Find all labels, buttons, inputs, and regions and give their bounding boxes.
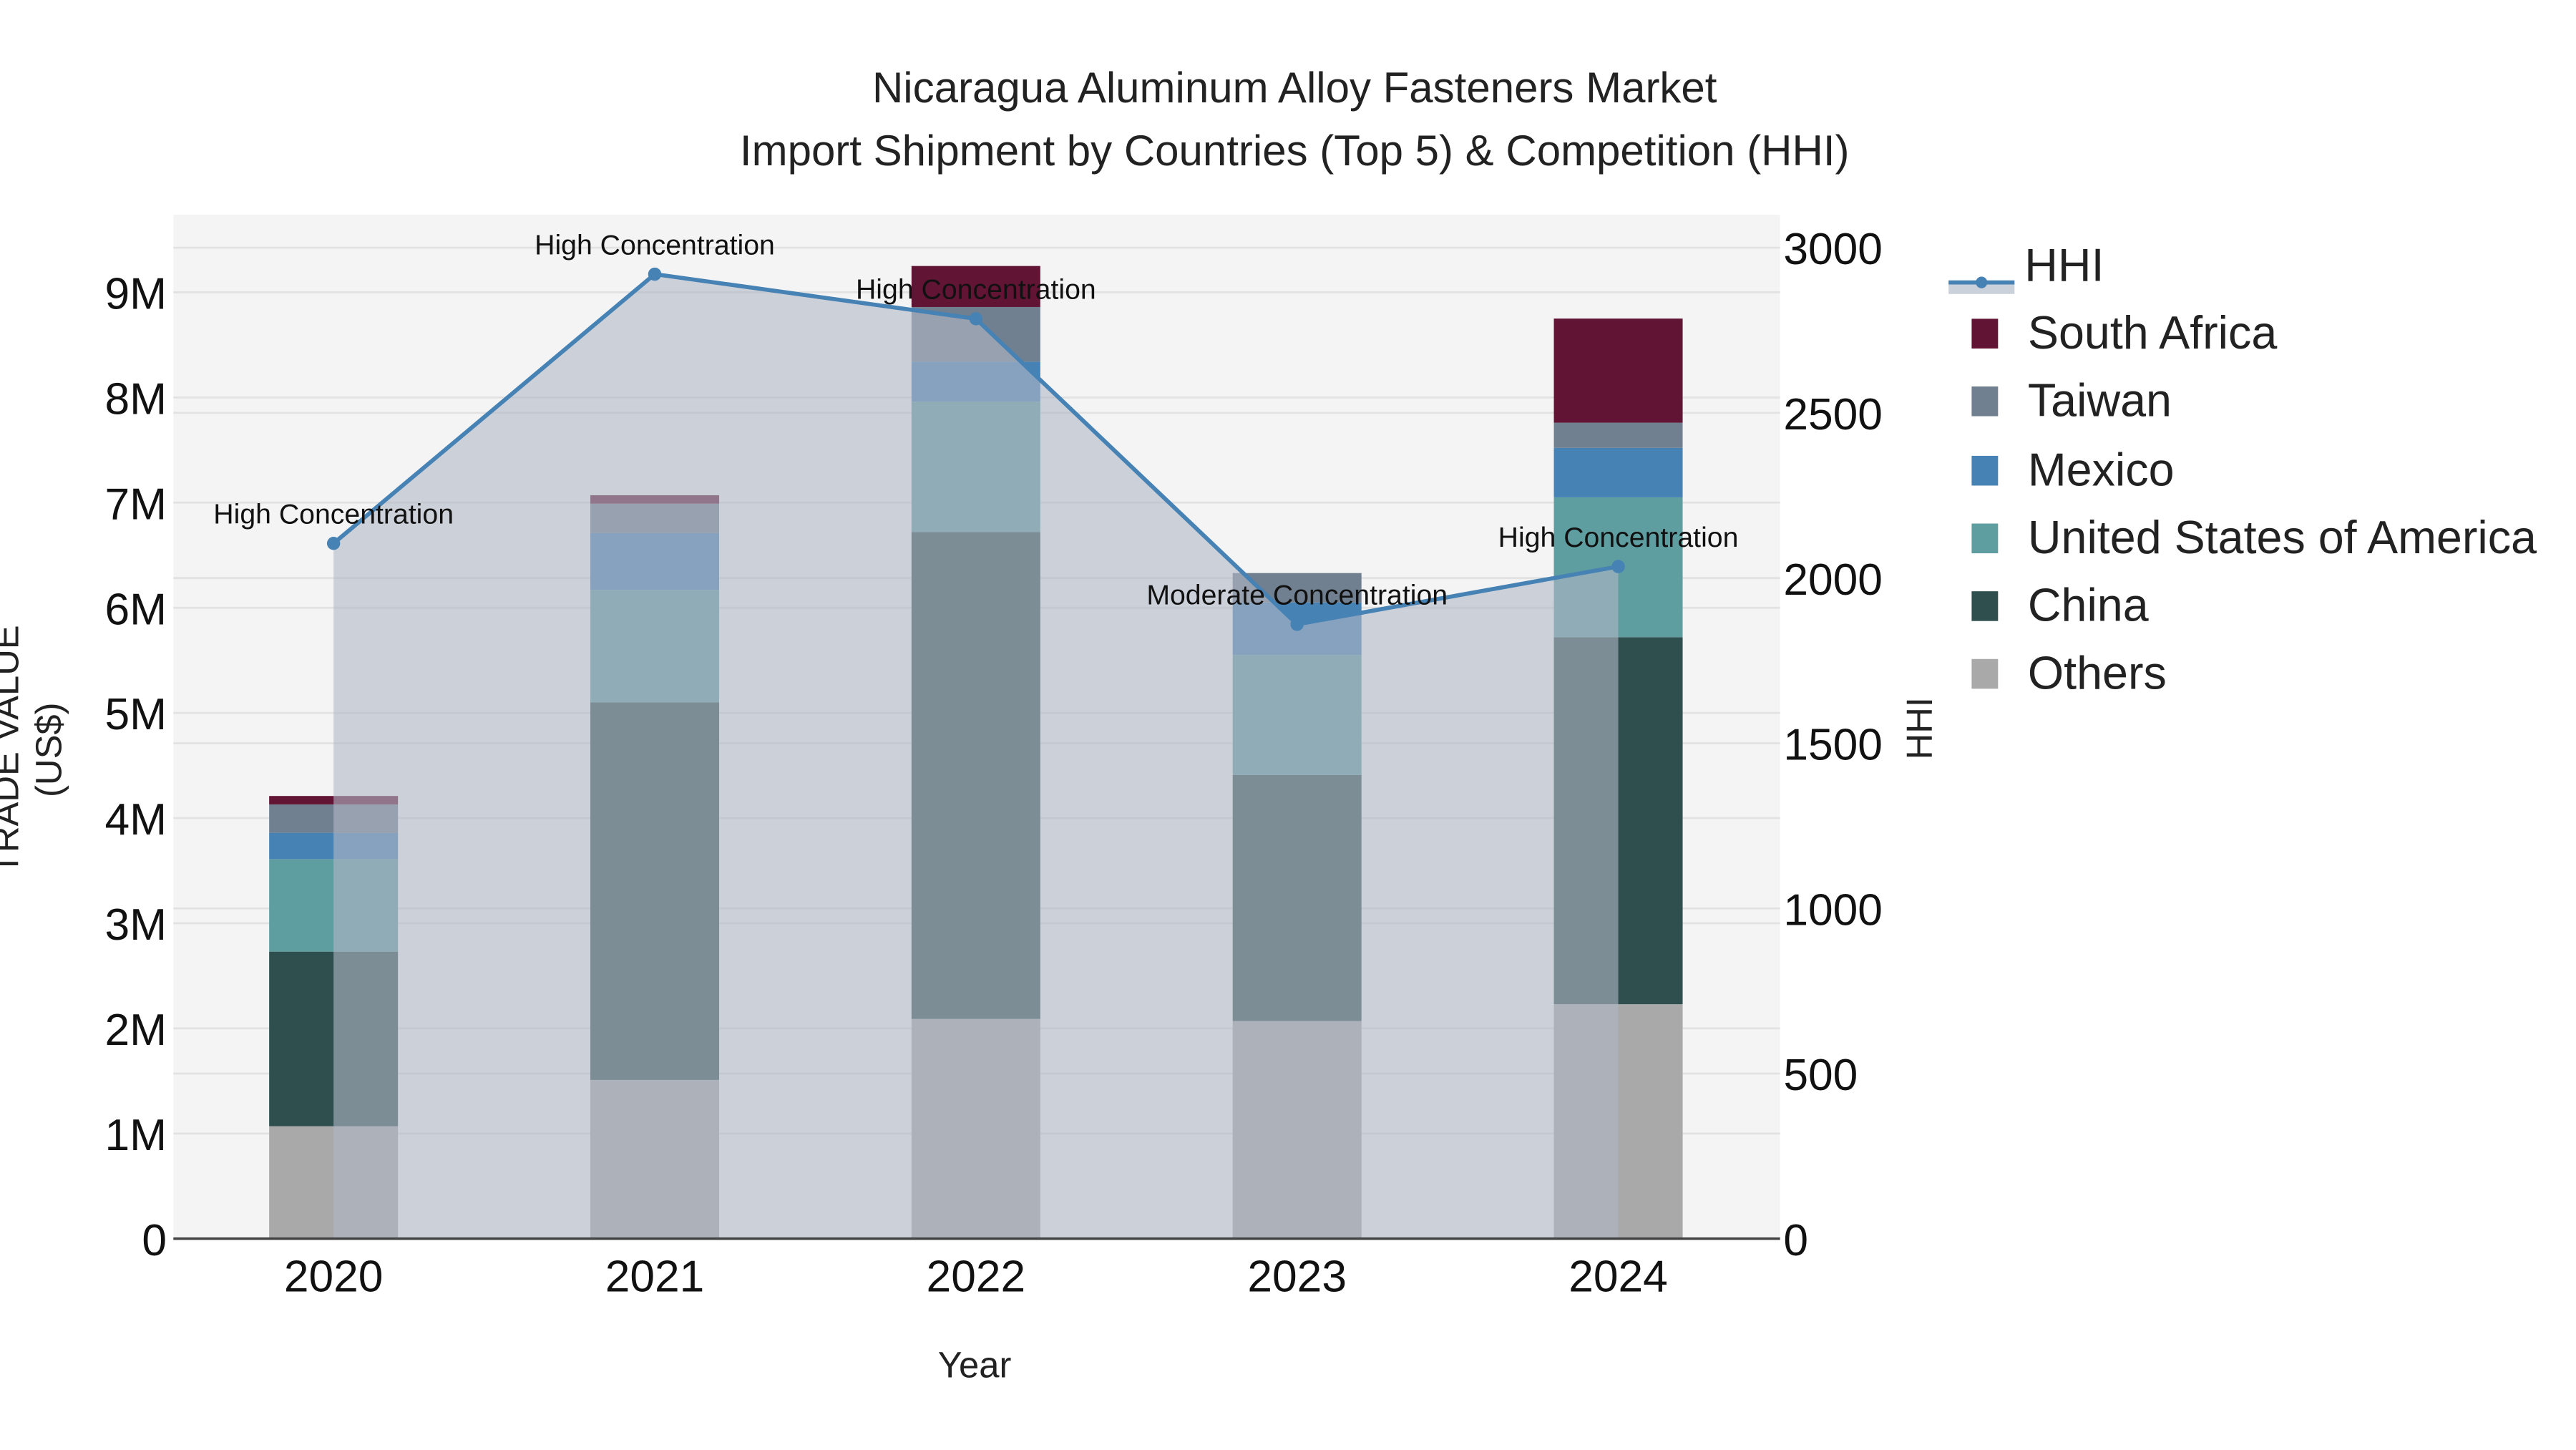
y-right-tick-label: 2500 xyxy=(1783,390,1883,439)
x-tick-label: 2023 xyxy=(1247,1252,1347,1302)
hhi-point[interactable] xyxy=(648,267,662,281)
legend-label: South Africa xyxy=(2027,307,2278,359)
bar-segment[interactable] xyxy=(1553,318,1683,423)
legend-swatch-icon xyxy=(1971,318,1999,349)
legend-label: United States of America xyxy=(2027,511,2537,563)
y-right-axis-title: HHI xyxy=(1898,696,1941,760)
legend-item-hhi[interactable]: HHI xyxy=(1948,231,2537,299)
x-axis-title: Year xyxy=(937,1344,1012,1386)
y-left-tick-label: 4M xyxy=(105,795,167,845)
legend-item-mexico[interactable]: Mexico xyxy=(1948,436,2537,504)
legend: HHI South Africa Taiwan Mexico United States… xyxy=(1948,231,2537,709)
y-right-tick-label: 500 xyxy=(1783,1051,1858,1100)
hhi-point[interactable] xyxy=(969,312,983,326)
legend-swatch-icon xyxy=(1971,454,1999,485)
legend-item-taiwan[interactable]: Taiwan xyxy=(1948,368,2537,436)
legend-label: China xyxy=(2027,580,2149,631)
hhi-annotation: High Concentration xyxy=(213,499,454,530)
legend-label: HHI xyxy=(2024,238,2104,291)
legend-label: Mexico xyxy=(2027,443,2175,495)
legend-item-china[interactable]: China xyxy=(1948,573,2537,641)
hhi-annotation: High Concentration xyxy=(1498,522,1739,553)
y-left-tick-label: 0 xyxy=(142,1216,167,1265)
hhi-point[interactable] xyxy=(1611,560,1625,573)
bar-segment[interactable] xyxy=(1553,447,1683,497)
hhi-annotation: Moderate Concentration xyxy=(1146,580,1448,611)
hhi-area xyxy=(333,274,1619,1239)
y-left-tick-label: 1M xyxy=(105,1111,167,1160)
y-left-tick-label: 5M xyxy=(105,690,167,739)
y-left-axis-title: TRADE VALUE (US$) xyxy=(0,625,69,875)
hhi-annotation: High Concentration xyxy=(856,274,1096,306)
y-right-tick-label: 1000 xyxy=(1783,885,1883,935)
legend-item-united-states-of-america[interactable]: United States of America xyxy=(1948,504,2537,572)
hhi-point[interactable] xyxy=(1290,618,1304,631)
legend-label: Others xyxy=(2027,648,2167,700)
y-left-tick-label: 7M xyxy=(105,480,167,529)
legend-swatch-icon xyxy=(1971,386,1999,417)
hhi-annotation: High Concentration xyxy=(535,229,775,261)
y-left-tick-label: 9M xyxy=(105,269,167,318)
x-tick-label: 2021 xyxy=(605,1252,705,1302)
bar-segment[interactable] xyxy=(1553,422,1683,448)
legend-swatch-icon xyxy=(1971,591,1999,621)
y-left-tick-label: 6M xyxy=(105,585,167,634)
chart-title-line1: Nicaragua Aluminum Alloy Fasteners Marke… xyxy=(872,62,1717,112)
legend-swatch-icon xyxy=(1971,523,1999,553)
y-left-tick-label: 8M xyxy=(105,374,167,424)
y-right-tick-label: 0 xyxy=(1783,1216,1808,1265)
legend-line-icon xyxy=(1948,254,2015,293)
x-tick-label: 2022 xyxy=(927,1252,1026,1302)
x-tick-label: 2024 xyxy=(1568,1252,1668,1302)
y-right-tick-label: 2000 xyxy=(1783,555,1883,605)
y-left-tick-label: 2M xyxy=(105,1006,167,1055)
chart-title-line2: Import Shipment by Countries (Top 5) & C… xyxy=(739,125,1850,175)
hhi-point[interactable] xyxy=(326,537,341,550)
x-tick-label: 2020 xyxy=(284,1252,384,1302)
y-right-tick-label: 3000 xyxy=(1783,225,1883,274)
y-right-tick-label: 1500 xyxy=(1783,721,1883,770)
legend-item-others[interactable]: Others xyxy=(1948,641,2537,709)
bar-segment[interactable] xyxy=(911,266,1040,307)
legend-swatch-icon xyxy=(1971,659,1999,690)
legend-item-south-africa[interactable]: South Africa xyxy=(1948,299,2537,367)
legend-label: Taiwan xyxy=(2027,375,2172,427)
y-left-tick-label: 3M xyxy=(105,900,167,950)
